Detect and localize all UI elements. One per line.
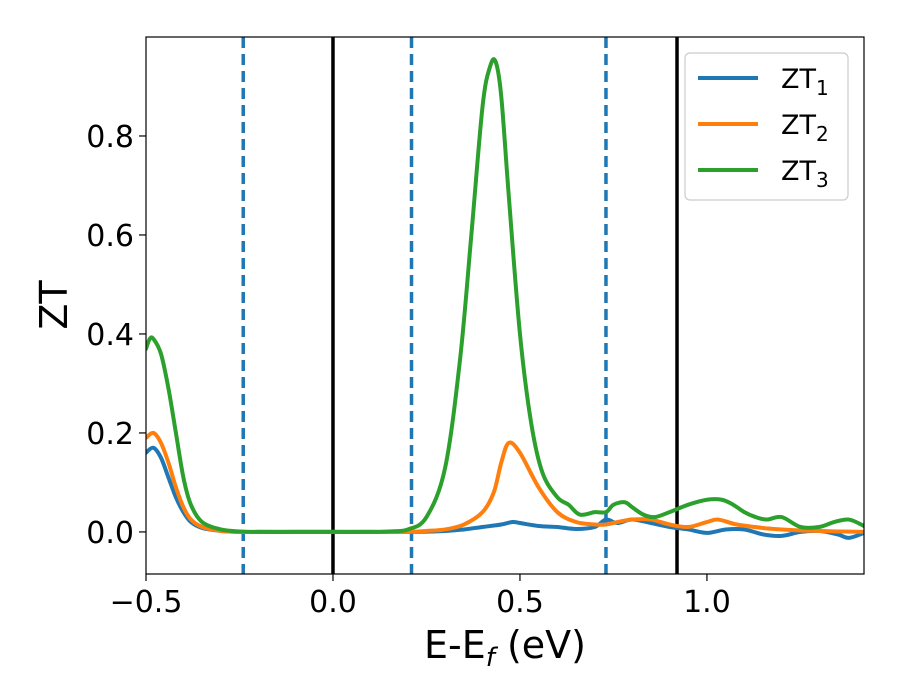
series-line-1 <box>146 445 864 540</box>
legend-label-2: ZT2 <box>781 110 829 146</box>
legend: ZT1 ZT2 ZT3 <box>684 52 849 201</box>
x-tick-label: 0.5 <box>496 585 544 620</box>
plot-frame <box>145 36 865 575</box>
y-tick-label: 0.4 <box>86 318 134 353</box>
x-tick-label: 1.0 <box>683 585 731 620</box>
y-axis-label: ZT <box>32 280 76 330</box>
y-tick-label: 0.6 <box>86 219 134 254</box>
series-line-2 <box>146 430 864 535</box>
x-tick-label: 0.0 <box>309 585 357 620</box>
series-layer <box>146 57 864 540</box>
legend-box <box>684 52 849 201</box>
series-line-3 <box>146 57 864 534</box>
y-tick-label: 0.0 <box>86 516 134 551</box>
legend-label-1: ZT1 <box>781 64 829 100</box>
x-tick-label: −0.5 <box>110 585 183 620</box>
legend-label-3: ZT3 <box>781 156 829 192</box>
reference-lines <box>241 37 679 574</box>
x-axis-label: E-Ef (eV) <box>424 623 586 673</box>
y-tick-label: 0.2 <box>86 417 134 452</box>
x-axis-ticks: −0.5 0.0 0.5 1.0 <box>110 574 731 620</box>
y-axis-ticks: 0.0 0.2 0.4 0.6 0.8 <box>86 120 146 551</box>
y-tick-label: 0.8 <box>86 120 134 155</box>
